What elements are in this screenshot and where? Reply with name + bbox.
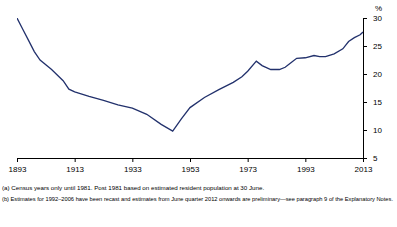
y-tick: 25 (363, 42, 382, 51)
y-tick-label: 25 (373, 42, 382, 51)
x-tick: 1953 (182, 158, 200, 174)
y-tick-mark (363, 18, 367, 19)
y-tick-label: 30 (373, 14, 382, 23)
y-axis-line (364, 19, 368, 159)
x-tick-mark (132, 158, 133, 162)
x-axis: 1893 1913 1933 1953 1973 1993 2013 (9, 158, 373, 174)
footnote: (a) Census years only until 1981. Post 1… (2, 184, 264, 191)
y-tick: 5 (363, 154, 378, 163)
x-tick-mark (190, 158, 191, 162)
y-tick-label: 15 (373, 98, 382, 107)
x-tick-mark (75, 158, 76, 162)
x-tick-label: 1953 (182, 165, 200, 174)
x-tick: 1993 (297, 158, 315, 174)
x-tick-label: 1913 (66, 165, 84, 174)
x-tick-label: 1993 (297, 165, 315, 174)
y-tick-mark (363, 46, 367, 47)
y-tick: 15 (363, 98, 382, 107)
x-tick: 1913 (66, 158, 84, 174)
y-tick-mark (363, 102, 367, 103)
x-tick-label: 1933 (124, 165, 142, 174)
chart: 1893 1913 1933 1953 1973 1993 20135 10 15 20 25 30%… (0, 0, 397, 227)
y-tick-label: 5 (373, 154, 378, 163)
y-axis-label: % (375, 4, 382, 13)
plot-area (17, 18, 363, 131)
y-tick: 20 (363, 70, 382, 79)
x-tick: 2013 (355, 158, 373, 174)
y-tick-mark (363, 158, 367, 159)
y-tick-label: 20 (373, 70, 382, 79)
x-axis-line (18, 159, 364, 163)
x-tick-label: 1973 (239, 165, 257, 174)
y-tick-mark (363, 74, 367, 75)
y-tick-mark (363, 130, 367, 131)
y-axis: 5 10 15 20 25 30 (363, 14, 382, 163)
x-tick: 1933 (124, 158, 142, 174)
x-tick-mark (248, 158, 249, 162)
x-tick-label: 1893 (9, 165, 27, 174)
x-tick: 1893 (9, 158, 27, 174)
y-tick: 10 (363, 126, 382, 135)
x-tick: 1973 (239, 158, 257, 174)
data-line (17, 18, 363, 131)
x-tick-mark (305, 158, 306, 162)
y-tick: 30 (363, 14, 382, 23)
x-tick-label: 2013 (355, 165, 373, 174)
y-tick-label: 10 (373, 126, 382, 135)
footnote: (b) Estimates for 1992–2006 have been re… (2, 195, 393, 202)
x-tick-mark (17, 158, 18, 162)
